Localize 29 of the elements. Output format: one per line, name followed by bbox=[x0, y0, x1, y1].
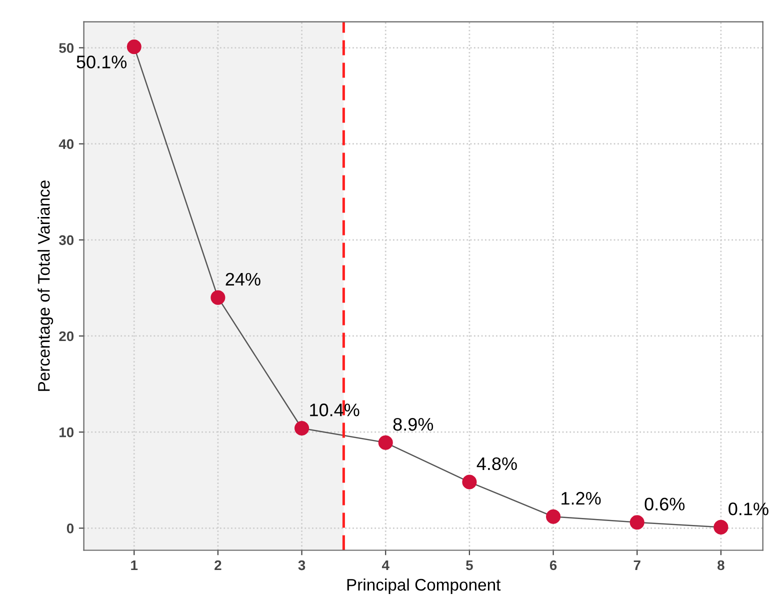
point bbox=[294, 420, 310, 436]
x-tick-label: 3 bbox=[298, 560, 306, 570]
y-tick-label: 20 bbox=[59, 331, 74, 342]
x-axis-title: Principal Component bbox=[347, 578, 501, 594]
point bbox=[630, 515, 644, 530]
point bbox=[714, 520, 728, 534]
x-tick-label: 2 bbox=[214, 560, 222, 570]
point bbox=[210, 290, 226, 305]
x-tick-label: 6 bbox=[550, 560, 557, 570]
y-tick-label: 30 bbox=[58, 235, 74, 246]
point bbox=[126, 40, 142, 54]
x-tick-label: 1 bbox=[131, 560, 138, 570]
x-tick-label: 8 bbox=[718, 560, 724, 570]
x-tick-label: 5 bbox=[466, 560, 473, 570]
data-label: 0.6% bbox=[644, 498, 685, 510]
y-tick-label: 50 bbox=[59, 43, 74, 53]
data-label: 24% bbox=[226, 272, 260, 286]
x-tick-label: 7 bbox=[634, 560, 640, 570]
data-label: 8.9% bbox=[393, 418, 434, 431]
y-tick-label: 0 bbox=[66, 523, 74, 534]
point bbox=[378, 435, 393, 450]
data-label: 1.2% bbox=[562, 492, 601, 505]
data-label: 4.8% bbox=[476, 457, 517, 470]
point bbox=[546, 509, 561, 524]
y-tick-label: 10 bbox=[60, 427, 74, 438]
point bbox=[462, 474, 477, 490]
y-axis-title: Percentage of Total Variance bbox=[38, 180, 54, 391]
y-tick-label: 40 bbox=[58, 139, 74, 150]
x-tick-label: 4 bbox=[382, 560, 390, 570]
